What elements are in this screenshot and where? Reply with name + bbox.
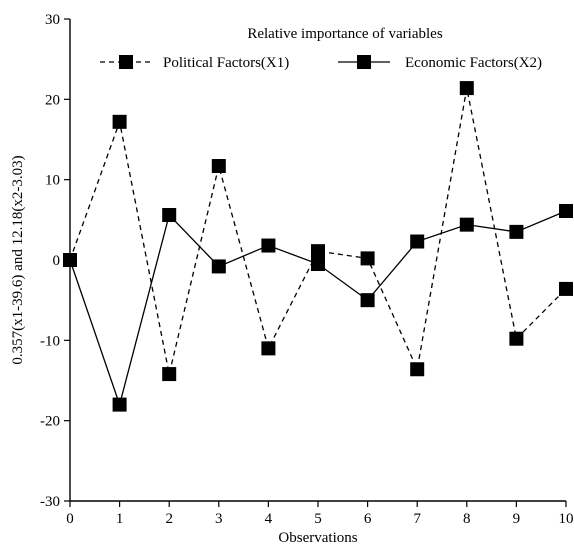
data-point-economic xyxy=(559,203,573,218)
data-point-economic xyxy=(211,259,226,274)
chart-title: Relative importance of variables xyxy=(247,26,442,42)
series-line-political xyxy=(69,87,567,375)
x-tick-label: 1 xyxy=(116,511,124,527)
data-point-economic xyxy=(261,238,276,253)
data-point-political xyxy=(112,114,127,129)
data-point-political xyxy=(261,341,276,356)
x-tick-label: 6 xyxy=(364,511,372,527)
x-tick-label: 10 xyxy=(559,511,574,527)
data-point-economic xyxy=(112,397,127,412)
data-point-political xyxy=(360,251,375,266)
data-point-political xyxy=(211,159,226,174)
series-economic xyxy=(63,203,573,412)
data-point-political xyxy=(311,244,325,259)
data-point-economic xyxy=(509,224,524,239)
legend-marker-economic xyxy=(357,55,371,69)
x-tick-label: 8 xyxy=(463,511,471,527)
data-point-economic xyxy=(360,293,375,308)
legend-marker-political xyxy=(119,55,133,69)
data-point-economic xyxy=(459,217,474,232)
data-point-political xyxy=(410,362,425,377)
y-axis-title: 0.357(x1-39.6) and 12.18(x2-3.03) xyxy=(10,155,26,364)
x-tick-label: 9 xyxy=(513,511,521,527)
x-tick-label: 2 xyxy=(165,511,173,527)
data-point-economic xyxy=(311,257,325,272)
y-ticks: -30 -20 -10 0 10 20 30 xyxy=(40,12,70,510)
series-line-economic xyxy=(69,210,567,407)
data-point-political xyxy=(509,331,524,346)
x-tick-label: 3 xyxy=(215,511,223,527)
data-point-economic xyxy=(63,253,77,267)
data-point-political xyxy=(162,367,177,382)
x-tick-label: 0 xyxy=(66,511,74,527)
x-ticks: 0 1 2 3 4 5 6 7 8 9 10 xyxy=(66,501,574,527)
series-political xyxy=(63,81,573,382)
y-tick-label: -30 xyxy=(40,494,60,510)
x-axis-title: Observations xyxy=(278,530,357,545)
legend-label-political: Political Factors(X1) xyxy=(163,55,289,71)
y-tick-label: 20 xyxy=(45,92,60,108)
data-point-economic xyxy=(162,208,177,223)
data-point-economic xyxy=(410,234,425,249)
y-tick-label: 30 xyxy=(45,12,60,28)
series-layer xyxy=(63,81,573,412)
data-point-political xyxy=(559,281,573,296)
legend-label-economic: Economic Factors(X2) xyxy=(405,55,542,71)
y-tick-label: -10 xyxy=(40,333,60,349)
x-tick-label: 5 xyxy=(314,511,322,527)
x-tick-label: 4 xyxy=(265,511,273,527)
x-tick-label: 7 xyxy=(413,511,421,527)
legend: Political Factors(X1) Economic Factors(X… xyxy=(100,55,542,71)
y-tick-label: -20 xyxy=(40,414,60,430)
y-tick-label: 0 xyxy=(53,253,61,269)
y-tick-label: 10 xyxy=(45,173,60,189)
data-point-political xyxy=(459,81,474,96)
